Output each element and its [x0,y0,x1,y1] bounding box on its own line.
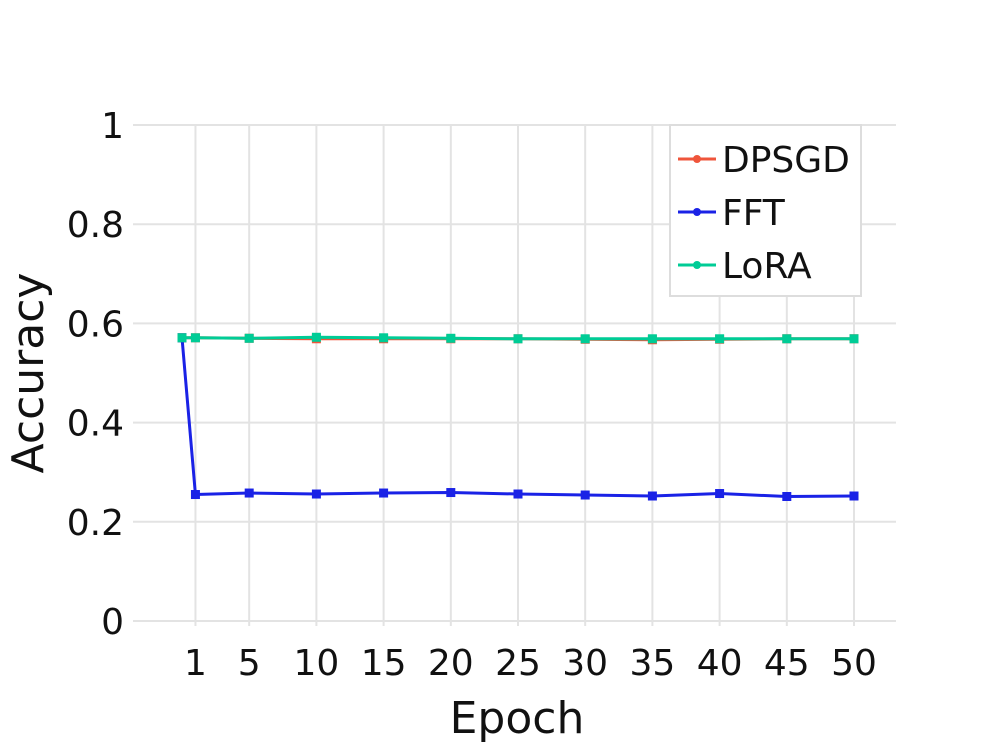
legend-item-dpsgd: DPSGD [678,140,850,181]
data-point-fft [647,491,657,501]
data-point-lora [244,333,254,343]
data-point-lora [715,334,725,344]
legend-marker-fft [693,208,701,216]
x-tick-label: 35 [629,643,675,684]
legend-item-fft: FFT [678,193,786,234]
y-tick-label: 1 [101,106,124,147]
series-line-fft [180,337,855,499]
data-point-fft [513,489,523,499]
data-point-lora [446,333,456,343]
x-tick-label: 20 [428,643,474,684]
data-point-lora [647,334,657,344]
legend-marker-lora [693,261,701,269]
x-tick-label: 45 [764,643,810,684]
data-point-lora [849,334,859,344]
legend-item-lora: LoRA [678,246,812,287]
series-lora [177,332,859,344]
legend-label-lora: LoRA [722,246,812,287]
data-point-lora [177,333,187,343]
series-line-lora [182,335,854,341]
data-point-fft [311,489,321,499]
data-point-lora [513,334,523,344]
x-tick-labels: 1 5 10 15 20 25 30 35 40 45 50 [184,643,877,684]
data-point-fft [244,488,254,498]
data-point-lora [580,334,590,344]
data-point-fft [446,488,456,498]
y-tick-label: 0.8 [67,205,124,246]
legend: DPSGD FFT LoRA [669,124,862,297]
data-point-fft [190,490,200,500]
data-point-fft [849,491,859,501]
x-tick-label: 1 [184,643,207,684]
y-axis-title: Accuracy [3,273,54,474]
data-point-lora [190,333,200,343]
data-point-fft [715,489,725,499]
x-tick-label: 10 [293,643,339,684]
x-tick-label: 30 [562,643,608,684]
data-point-fft [580,490,590,500]
x-axis-title: Epoch [450,693,585,744]
data-point-fft [379,488,389,498]
legend-label-fft: FFT [722,193,786,234]
data-point-fft [782,492,792,502]
legend-marker-dpsgd [693,155,701,163]
x-tick-label: 50 [831,643,877,684]
y-tick-label: 0.4 [67,404,124,445]
x-tick-label: 5 [238,643,261,684]
x-tick-label: 40 [697,643,743,684]
x-tick-label: 15 [361,643,407,684]
y-tick-label: 0.2 [67,503,124,544]
y-tick-label: 0.6 [67,304,124,345]
grid-lines [133,124,896,626]
legend-label-dpsgd: DPSGD [722,140,850,181]
x-tick-label: 25 [495,643,541,684]
data-point-lora [379,333,389,343]
data-point-lora [782,334,792,344]
data-point-lora [311,332,321,342]
y-tick-label: 0 [101,602,124,643]
series-lines [177,332,859,502]
y-tick-labels: 0 0.2 0.4 0.6 0.8 1 [67,106,124,643]
